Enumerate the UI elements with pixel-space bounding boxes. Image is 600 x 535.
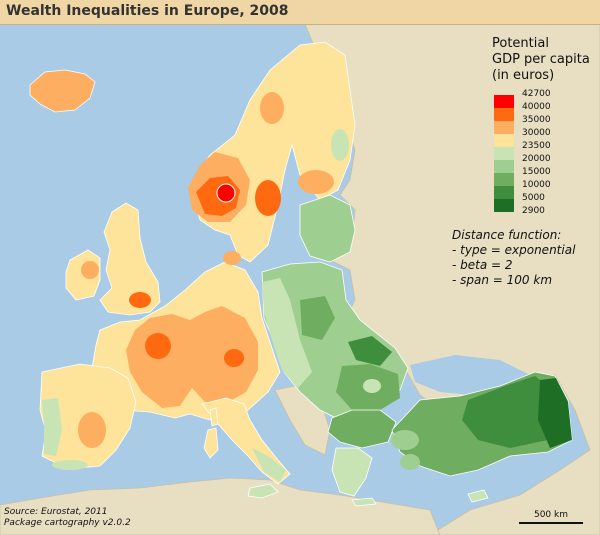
south-italy-zone-20000 [252,448,286,482]
madrid-zone-30000 [78,412,106,448]
bucharest-zone-20000 [363,379,381,393]
munich-zone-35000 [224,349,244,367]
source-line: Source: Eurostat, 2011 [4,507,108,517]
distance-function-line: - span = 100 km [452,273,553,287]
denmark-zone-30000 [223,251,241,265]
legend-break-label: 23500 [522,141,551,151]
legend-break-label: 2900 [522,206,545,216]
baltics [299,194,356,263]
portugal-zone-20000 [42,398,62,456]
north-sweden-zone-30000 [260,92,284,124]
turkey-zone-5000 [462,376,552,448]
iceland [29,69,96,113]
legend-swatch [494,160,514,173]
oslo-peak-42700 [216,183,236,203]
source-note: Source: Eurostat, 2011 Package cartograp… [4,507,131,529]
legend-swatch [494,108,514,121]
moldova-zone-5000 [348,336,392,366]
scale-bar: 500 km [519,510,583,524]
legend-break-label: 20000 [522,154,551,164]
stockholm-zone-35000 [255,180,281,216]
legend-swatch [494,121,514,134]
legend-title-line: Potential [492,36,549,51]
crete [351,497,377,507]
london-zone-35000 [129,292,151,308]
distance-function-line: - beta = 2 [452,258,513,272]
land-outside-africa [0,477,441,535]
andalusia-zone-20000 [52,460,88,470]
dublin-zone-30000 [81,261,99,279]
finland-east-zone-20000 [331,129,349,161]
bulgaria [327,409,397,449]
legend-title-line: GDP per capita [492,52,590,67]
scale-bar-label: 500 km [533,510,569,520]
scale-bar-line [519,522,583,524]
source-line: Package cartography v2.0.2 [4,518,131,528]
legend-swatch [494,134,514,147]
benelux-germany-zone-30000 [126,306,258,408]
sicily [247,483,279,499]
legend-break-label: 15000 [522,167,551,177]
legend-break-label: 40000 [522,102,551,112]
legend-swatch [494,199,514,212]
distance-function-note: Distance function: - type = exponential … [452,228,575,288]
poland-zone-10000 [300,296,335,340]
eastern-europe-zone-20000 [262,278,312,388]
legend-swatch [494,147,514,160]
legend-swatch [494,95,514,108]
great-britain [99,202,161,316]
corsica [209,407,219,427]
map-title: Wealth Inequalities in Europe, 2008 [6,3,289,19]
legend-title-line: (in euros) [492,68,555,83]
legend-break-label: 10000 [522,180,551,190]
sardinia [203,427,219,459]
distance-function-line: Distance function: [452,228,562,242]
turkey-east-zone-2900 [538,378,572,448]
legend-break-label: 42700 [522,89,551,99]
black-sea [410,355,530,395]
paris-zone-35000 [145,333,171,359]
istanbul-zone-15000 [391,430,419,450]
legend-break-label: 30000 [522,128,551,138]
legend-break-label: 5000 [522,193,545,203]
title-bar: Wealth Inequalities in Europe, 2008 [0,0,600,25]
izmir-zone-15000 [400,454,420,470]
greece [331,447,373,497]
distance-function-line: - type = exponential [452,243,576,257]
legend-title: Potential GDP per capita (in euros) [492,36,590,84]
cyprus [467,489,489,503]
legend-swatch [494,173,514,186]
helsinki-zone-30000 [298,170,334,194]
legend-swatch [494,186,514,199]
legend-break-label: 35000 [522,115,551,125]
